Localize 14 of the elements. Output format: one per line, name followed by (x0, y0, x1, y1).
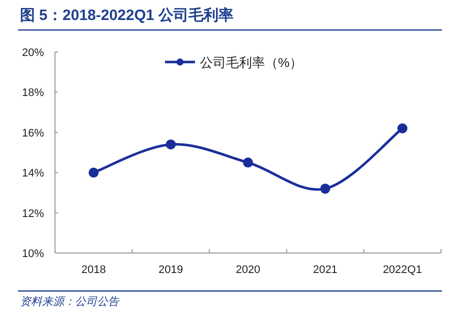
ytick-label: 20% (22, 47, 44, 59)
xtick-label: 2021 (312, 264, 338, 276)
ytick-label: 16% (22, 127, 44, 140)
xtick-label: 2022Q1 (382, 264, 422, 276)
legend-label: 公司毛利率（%） (200, 55, 303, 70)
xtick-label: 2020 (236, 264, 260, 276)
xtick-label: 2018 (81, 264, 106, 276)
ytick-label: 10% (22, 248, 44, 260)
annotation: 资料来源：公司公告 (20, 296, 119, 308)
title: 图 5：2018-2022Q1 公司毛利率 (20, 7, 234, 24)
ytick-label: 18% (22, 87, 44, 100)
xtick-label: 2019 (158, 264, 184, 276)
ytick-label: 14% (22, 168, 44, 180)
ytick-label: 12% (22, 208, 44, 220)
